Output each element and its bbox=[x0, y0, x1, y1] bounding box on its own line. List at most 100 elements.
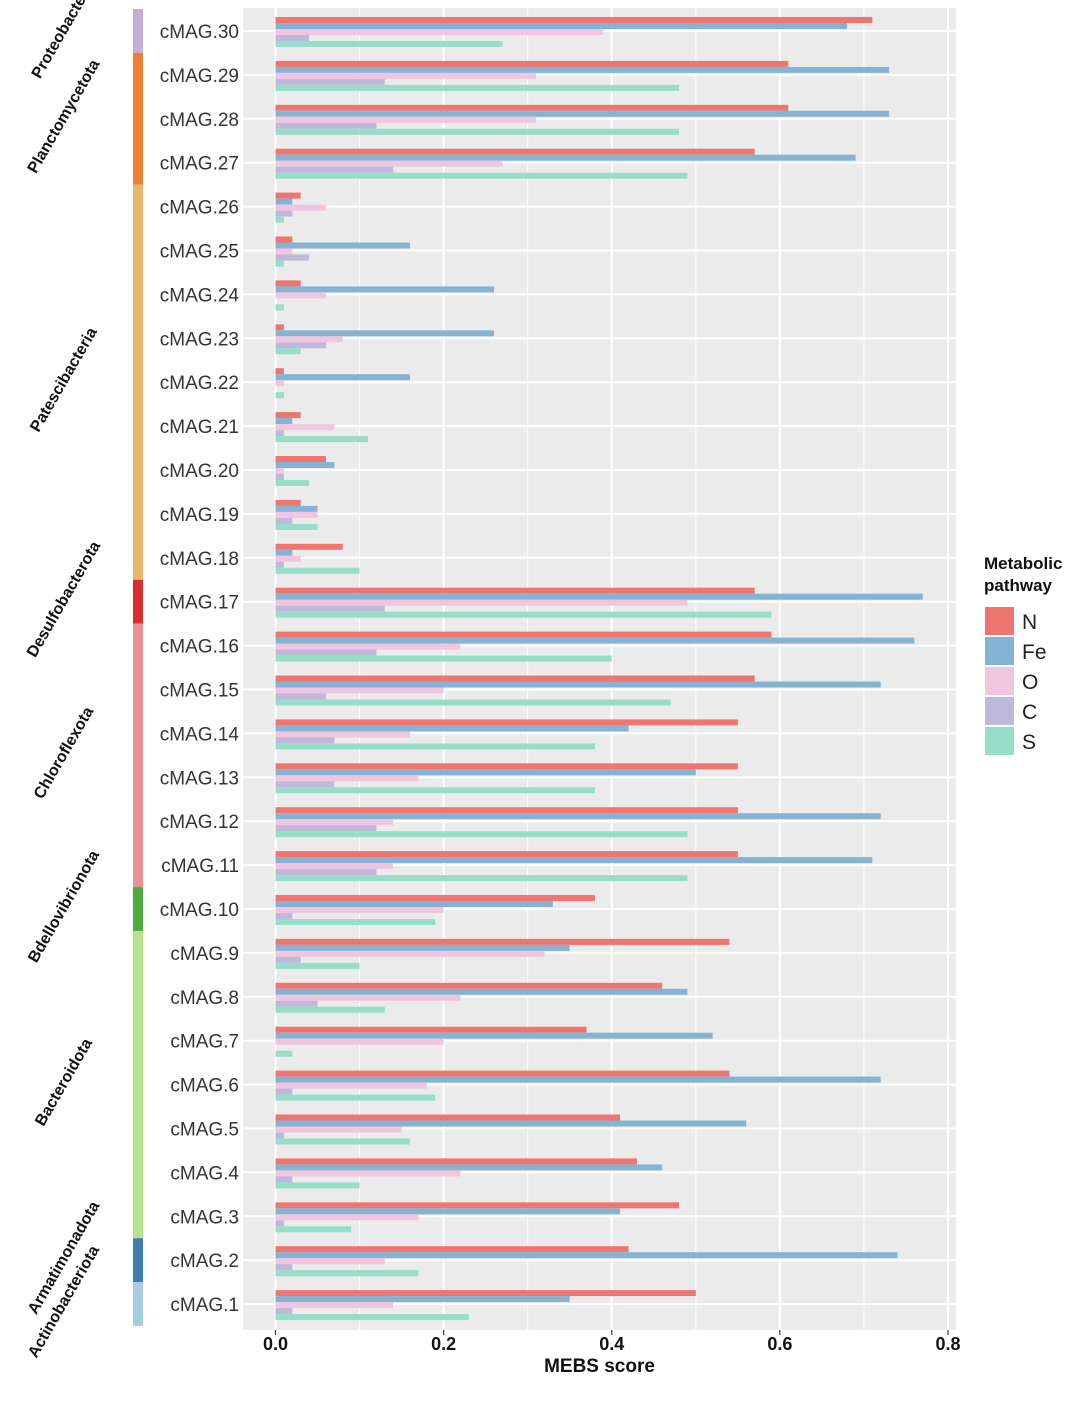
bar-cmag-2-fe bbox=[275, 1252, 898, 1259]
bar-cmag-18-n bbox=[275, 543, 343, 550]
legend-title-line: pathway bbox=[984, 576, 1053, 595]
bar-cmag-9-c bbox=[275, 956, 301, 963]
bar-cmag-9-o bbox=[275, 950, 545, 957]
bar-cmag-3-c bbox=[275, 1220, 284, 1227]
bar-cmag-19-n bbox=[275, 499, 301, 506]
bar-cmag-18-o bbox=[275, 555, 301, 562]
bar-cmag-20-s bbox=[275, 480, 310, 486]
bar-cmag-28-c bbox=[275, 122, 377, 129]
bar-cmag-22-n bbox=[275, 368, 284, 375]
bar-cmag-17-c bbox=[275, 605, 385, 612]
bar-cmag-12-o bbox=[275, 819, 394, 826]
phylum-strip bbox=[133, 887, 143, 931]
bar-cmag-6-o bbox=[275, 1082, 427, 1089]
bar-cmag-4-fe bbox=[275, 1164, 663, 1171]
bar-cmag-23-n bbox=[275, 324, 284, 331]
bar-cmag-30-n bbox=[275, 17, 873, 23]
bar-cmag-5-s bbox=[275, 1138, 410, 1145]
legend-swatch bbox=[985, 637, 1014, 665]
bar-cmag-20-n bbox=[275, 456, 326, 462]
bar-cmag-2-n bbox=[275, 1246, 629, 1253]
bar-cmag-15-n bbox=[275, 675, 755, 682]
phylum-strip bbox=[133, 1282, 143, 1327]
legend-swatch bbox=[985, 667, 1014, 695]
bar-cmag-30-s bbox=[275, 41, 503, 47]
y-tick-label: cMAG.29 bbox=[160, 66, 239, 87]
bar-cmag-16-c bbox=[275, 649, 377, 656]
bar-cmag-7-s bbox=[275, 1050, 293, 1057]
bar-cmag-29-o bbox=[275, 72, 537, 79]
y-tick-label: cMAG.8 bbox=[170, 988, 239, 1009]
legend-title: Metabolic pathway bbox=[984, 554, 1062, 595]
bar-cmag-19-c bbox=[275, 517, 293, 524]
phylum-label: Desulfobacterota bbox=[24, 539, 104, 661]
bar-cmag-23-o bbox=[275, 336, 343, 343]
bar-cmag-11-n bbox=[275, 851, 738, 858]
y-tick-label: cMAG.30 bbox=[160, 22, 239, 43]
bar-cmag-10-o bbox=[275, 907, 444, 913]
bar-cmag-1-o bbox=[275, 1302, 394, 1309]
bar-cmag-3-fe bbox=[275, 1208, 621, 1215]
bar-cmag-5-n bbox=[275, 1114, 621, 1121]
bar-cmag-27-c bbox=[275, 166, 394, 173]
bar-cmag-24-s bbox=[275, 304, 284, 311]
bar-cmag-6-s bbox=[275, 1094, 436, 1101]
y-tick-label: cMAG.25 bbox=[160, 242, 239, 263]
legend-title-line: Metabolic bbox=[984, 554, 1062, 573]
bar-cmag-22-fe bbox=[275, 374, 410, 381]
phylum-strip bbox=[133, 930, 143, 1239]
bar-cmag-21-s bbox=[275, 436, 368, 443]
bar-cmag-10-s bbox=[275, 919, 436, 925]
bar-cmag-7-o bbox=[275, 1038, 444, 1045]
bar-cmag-10-c bbox=[275, 913, 293, 919]
bar-cmag-1-s bbox=[275, 1314, 469, 1321]
bar-cmag-1-c bbox=[275, 1308, 293, 1315]
y-tick-label: cMAG.26 bbox=[160, 198, 239, 219]
bar-cmag-23-fe bbox=[275, 330, 495, 337]
bar-cmag-13-fe bbox=[275, 769, 696, 776]
bar-cmag-30-c bbox=[275, 35, 310, 41]
bar-cmag-16-fe bbox=[275, 637, 915, 644]
bar-cmag-24-fe bbox=[275, 286, 495, 293]
bar-cmag-21-c bbox=[275, 430, 284, 437]
phylum-label: Bacteroidota bbox=[32, 1036, 96, 1129]
y-tick-label: cMAG.24 bbox=[160, 285, 240, 306]
bar-cmag-26-n bbox=[275, 192, 301, 199]
y-tick-label: cMAG.14 bbox=[160, 724, 240, 745]
bar-cmag-2-o bbox=[275, 1258, 385, 1265]
phylum-annotation: ProteobacteriaPlanctomycetotaPatescibact… bbox=[24, 0, 143, 1361]
bar-cmag-19-o bbox=[275, 511, 318, 518]
x-tick-label: 0.6 bbox=[767, 1334, 792, 1354]
bar-cmag-16-s bbox=[275, 655, 612, 662]
bar-cmag-20-o bbox=[275, 468, 284, 474]
bar-cmag-30-o bbox=[275, 29, 604, 35]
y-tick-label: cMAG.2 bbox=[170, 1251, 239, 1272]
y-tick-label: cMAG.4 bbox=[170, 1163, 239, 1184]
plot-panel bbox=[243, 8, 956, 1330]
bar-cmag-4-o bbox=[275, 1170, 461, 1177]
bar-cmag-12-c bbox=[275, 825, 377, 832]
y-tick-label: cMAG.22 bbox=[160, 373, 239, 394]
bar-cmag-3-n bbox=[275, 1202, 679, 1209]
bar-cmag-5-fe bbox=[275, 1120, 747, 1127]
bar-cmag-28-s bbox=[275, 128, 679, 135]
phylum-strip bbox=[133, 623, 143, 888]
bar-cmag-1-n bbox=[275, 1290, 696, 1297]
y-tick-label: cMAG.13 bbox=[160, 768, 239, 789]
y-tick-label: cMAG.15 bbox=[160, 681, 239, 702]
bar-cmag-8-n bbox=[275, 982, 663, 989]
legend-label: O bbox=[1022, 671, 1038, 694]
bar-cmag-19-s bbox=[275, 523, 318, 530]
bar-cmag-15-c bbox=[275, 693, 326, 700]
y-tick-label: cMAG.27 bbox=[160, 154, 239, 175]
y-tick-label: cMAG.3 bbox=[170, 1207, 239, 1228]
y-tick-label: cMAG.18 bbox=[160, 549, 239, 570]
bar-cmag-6-fe bbox=[275, 1076, 881, 1083]
y-tick-label: cMAG.1 bbox=[170, 1295, 239, 1316]
bar-cmag-23-s bbox=[275, 348, 301, 355]
phylum-label: Chloroflexota bbox=[31, 704, 97, 802]
x-tick-label: 0.2 bbox=[431, 1334, 456, 1354]
bar-cmag-3-o bbox=[275, 1214, 419, 1221]
legend-label: N bbox=[1022, 611, 1037, 634]
